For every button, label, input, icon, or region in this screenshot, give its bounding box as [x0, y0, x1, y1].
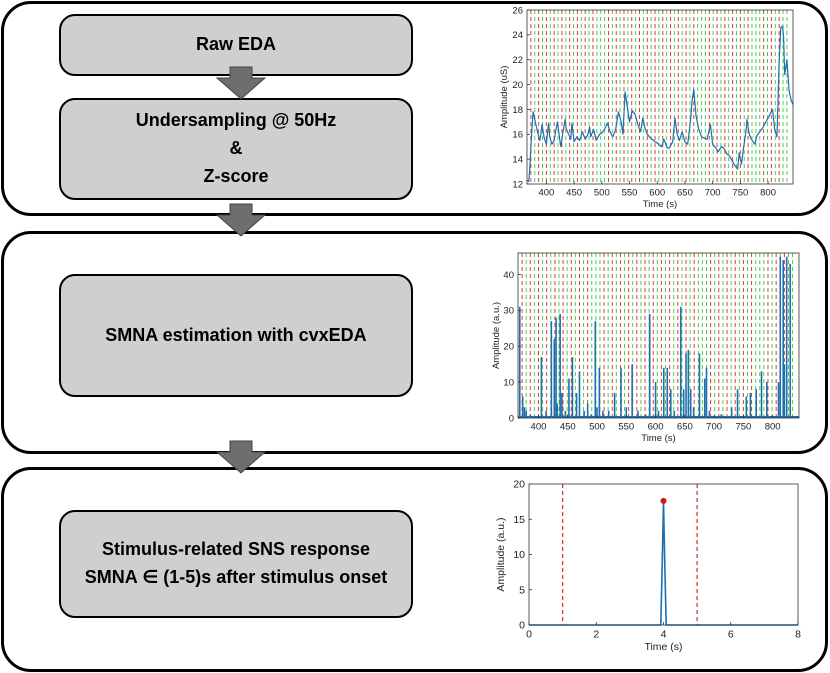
- y-tick-label: 22: [512, 55, 523, 66]
- series-line: [526, 25, 794, 183]
- y-tick-label: 10: [513, 549, 525, 561]
- x-tick-label: 750: [735, 422, 751, 433]
- x-tick-label: 700: [705, 188, 721, 199]
- x-tick-label: 550: [622, 188, 638, 199]
- x-tick-label: 400: [538, 188, 554, 199]
- axes-frame: [517, 252, 800, 419]
- smna-estimation-label: SMNA estimation with cvxEDA: [105, 324, 367, 345]
- x-axis-label: Time (s): [644, 641, 682, 653]
- x-tick-label: 0: [526, 629, 532, 641]
- y-tick-label: 20: [503, 342, 514, 353]
- plot-area: [527, 10, 793, 184]
- y-tick-label: 5: [519, 584, 525, 596]
- y-axis-label: Amplitude (a.u.): [495, 517, 507, 591]
- smna-estimation-box: SMNA estimation with cvxEDA: [59, 274, 413, 397]
- x-tick-label: 700: [706, 422, 722, 433]
- stimulus-line1-label: Stimulus-related SNS response: [101, 539, 371, 560]
- x-tick-label: 800: [765, 422, 781, 433]
- x-axis-label: Time (s): [641, 433, 675, 444]
- y-tick-label: 18: [512, 105, 523, 116]
- stimulus-response-chart: 0 2 4 6 8 0 5 10 15 20 Time (s) Amplitude (a.u.): [495, 479, 801, 653]
- ampersand-label: &: [229, 138, 243, 159]
- x-tick-label: 450: [566, 188, 582, 199]
- y-tick-label: 14: [512, 154, 523, 165]
- y-axis-label: Amplitude (a.u.): [491, 302, 502, 369]
- undersampling-label: Undersampling @ 50Hz: [135, 110, 337, 131]
- arrow-down-2-icon: [215, 203, 267, 237]
- zscore-label: Z-score: [203, 165, 269, 186]
- raw-eda-chart: 400 450 500 550 600 650 700 750 800 12 14 16 18 20 22 2…: [499, 5, 794, 210]
- x-axis-label: Time (s): [643, 199, 677, 210]
- y-tick-label: 40: [503, 270, 514, 281]
- x-tick-label: 2: [593, 629, 599, 641]
- x-tick-label: 500: [589, 422, 605, 433]
- y-tick-label: 0: [509, 413, 514, 424]
- x-tick-label: 6: [728, 629, 734, 641]
- arrow-down-3-icon: [215, 440, 267, 474]
- y-tick-label: 24: [512, 30, 523, 41]
- raw-eda-label: Raw EDA: [195, 34, 276, 55]
- y-tick-label: 16: [512, 130, 523, 141]
- y-axis-label: Amplitude (uS): [499, 66, 510, 129]
- x-tick-label: 650: [677, 422, 693, 433]
- y-tick-label: 20: [513, 479, 525, 491]
- arrow-down-1-icon: [215, 66, 267, 100]
- smna-chart: 400 450 500 550 600 650 700 750 800 0 10 20 30 40 Time…: [491, 252, 800, 444]
- undersampling-box: Undersampling @ 50Hz & Z-score: [59, 98, 413, 200]
- y-tick-label: 30: [503, 306, 514, 317]
- x-tick-label: 600: [649, 188, 665, 199]
- plot-area: [518, 253, 799, 418]
- x-tick-label: 8: [795, 629, 801, 641]
- x-tick-label: 500: [594, 188, 610, 199]
- x-tick-label: 4: [661, 629, 667, 641]
- stimulus-response-box: Stimulus-related SNS response SMNA ∈ (1-…: [59, 510, 413, 618]
- stimulus-line2-label: SMNA ∈ (1-5)s after stimulus onset: [84, 567, 388, 587]
- y-tick-label: 0: [519, 620, 525, 632]
- y-tick-label: 10: [503, 377, 514, 388]
- y-tick-label: 26: [512, 5, 523, 16]
- x-tick-label: 750: [732, 188, 748, 199]
- x-tick-label: 450: [560, 422, 576, 433]
- x-tick-label: 650: [677, 188, 693, 199]
- y-tick-label: 12: [512, 179, 523, 190]
- x-tick-label: 550: [618, 422, 634, 433]
- axes-frame: [526, 9, 794, 185]
- peak-marker: [660, 497, 667, 504]
- y-tick-label: 15: [513, 514, 525, 526]
- raw-eda-box: Raw EDA: [59, 14, 413, 76]
- x-tick-label: 600: [648, 422, 664, 433]
- x-tick-label: 400: [531, 422, 547, 433]
- x-tick-label: 800: [760, 188, 776, 199]
- y-tick-label: 20: [512, 80, 523, 91]
